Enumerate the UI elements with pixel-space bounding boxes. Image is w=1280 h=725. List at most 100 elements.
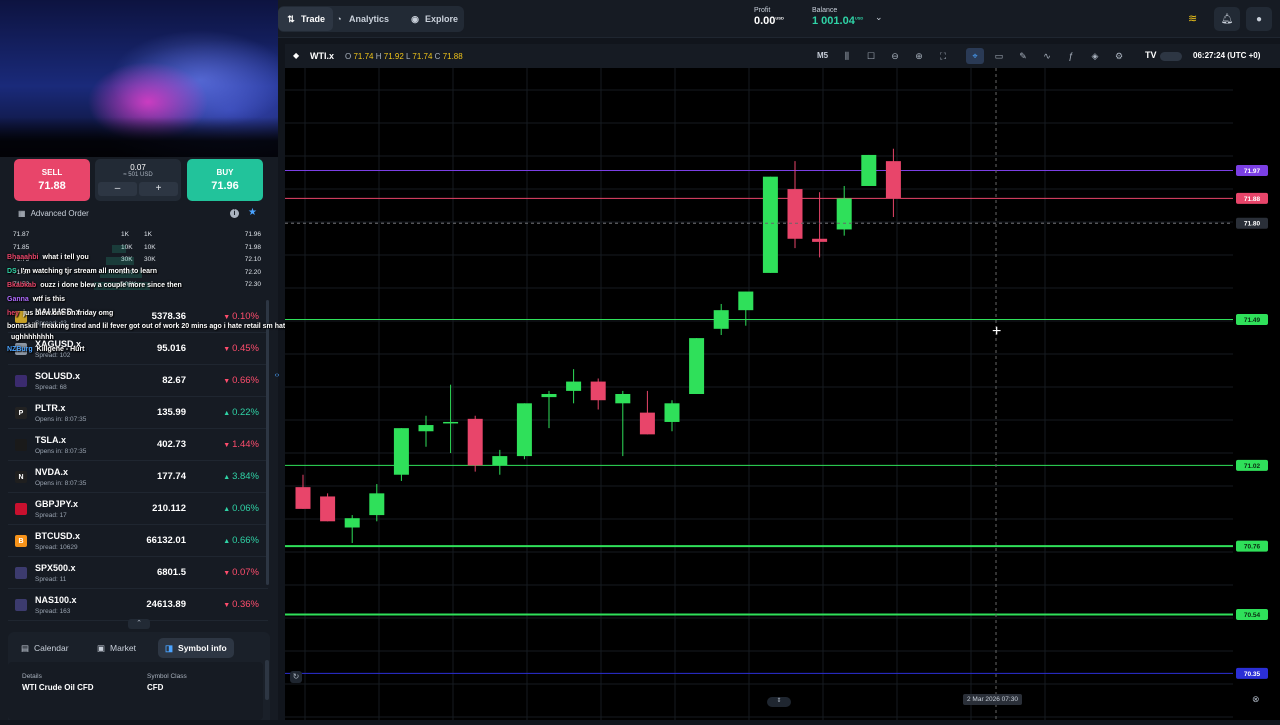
price-tag-bg [1236, 667, 1268, 679]
chat-text: ughhhhhhhh [11, 334, 54, 341]
price-level-tag: 70.35 [1236, 667, 1268, 679]
chart-header: ◆ WTI.x O 71.74 H 71.92 L 71.74 C 71.88 … [285, 44, 1280, 68]
depth-volume-bar [94, 282, 150, 290]
function-icon[interactable]: ƒ [1068, 51, 1074, 61]
tab-explore[interactable]: ◉ Explore [411, 13, 459, 25]
analytics-icon: ◔ [336, 14, 342, 24]
info-scrollbar[interactable] [265, 660, 269, 700]
watchlist-row[interactable]: XAUUSD.x Spread: 43 5378.36 ▼ 0.10% [8, 301, 268, 333]
chart-symbol[interactable]: WTI.x [310, 51, 334, 61]
watchlist-row[interactable]: GBPJPY.x Spread: 17 210.112 ▲ 0.06% [8, 493, 268, 525]
depth-ask: 72.20 [244, 268, 261, 276]
watchlist-scrollbar[interactable] [266, 300, 269, 585]
candle-body [492, 456, 508, 466]
sell-button[interactable]: SELL 71.88 [14, 159, 90, 201]
layers-icon[interactable]: ◈ [1091, 50, 1099, 61]
watchlist-symbol: TSLA.x [35, 435, 67, 445]
toggle-switch[interactable] [1160, 52, 1182, 61]
chat-text: jus blew one on friday omg [23, 310, 114, 317]
balance-currency: USD [854, 15, 864, 21]
list-icon: ▦ [18, 209, 26, 218]
price-tag-label: 71.88 [1244, 196, 1261, 203]
fullscreen-icon[interactable]: ⛶ [939, 50, 947, 61]
watchlist-price: 24613.89 [146, 599, 186, 610]
watchlist-row[interactable]: SPX500.x Spread: 11 6801.5 ▼ 0.07% [8, 557, 268, 589]
details-value: WTI Crude Oil CFD [22, 683, 94, 692]
sell-price: 71.88 [38, 180, 66, 192]
depth-volume-bar [100, 269, 142, 278]
scroll-handle-icon[interactable]: ⇕ [767, 697, 791, 707]
tab-analytics[interactable]: ◔ Analytics [326, 7, 397, 31]
lot-value[interactable]: 0.07 [130, 163, 146, 172]
zoom-out-icon[interactable]: ⊖ [891, 50, 899, 61]
chat-message: Bkabkab ouzz i done blew a couple more si… [7, 282, 182, 289]
depth-avol: 30K [144, 256, 156, 263]
star-icon[interactable]: ★ [248, 207, 257, 218]
balance-display[interactable]: Balance 1 001.04USD [812, 7, 864, 27]
nvidia-icon: N [15, 471, 27, 483]
zoom-in-icon[interactable]: ⊕ [915, 50, 923, 61]
watchlist-row[interactable]: SOLUSD.x Spread: 68 82.67 ▼ 0.66% [8, 365, 268, 397]
price-chart[interactable]: 71.97 71.88 71.80 71.49 71.02 70.76 70.54 70.35 [285, 68, 1280, 720]
price-tag-bg [1236, 459, 1268, 471]
watchlist-subtext: Spread: 17 [35, 512, 67, 519]
candle-type-icon[interactable]: ⫼ [844, 50, 850, 61]
indicator-icon[interactable]: ∿ [1043, 50, 1051, 61]
watchlist-row[interactable]: XAGUSD.x Spread: 102 95.016 ▼ 0.45% [8, 333, 268, 365]
settings-icon[interactable]: ⚙ [1114, 50, 1124, 61]
tab-symbol-info[interactable]: ◨ Symbol info [158, 638, 234, 658]
watchlist-row[interactable]: P PLTR.x Opens in: 8:07:35 135.99 ▲ 0.22% [8, 397, 268, 429]
candle-body [467, 418, 483, 466]
tab-market[interactable]: ▣ Market [97, 642, 137, 654]
chat-text: what i tell you [42, 254, 89, 261]
chevron-down-icon[interactable]: ⌄ [875, 12, 883, 22]
watchlist-row[interactable]: TSLA.x Opens in: 8:07:35 402.73 ▼ 1.44% [8, 429, 268, 461]
account-button[interactable]: ● [1246, 7, 1272, 31]
panel-collapse-icon[interactable]: ‹› [274, 372, 280, 379]
chat-text: Killgene - Hurt [36, 346, 85, 353]
info-icon[interactable]: i [230, 209, 239, 218]
arrow-up-icon: ▲ [223, 410, 233, 417]
candle-body [738, 291, 754, 311]
candle-body [541, 394, 557, 398]
watchlist-symbol: SOLUSD.x [35, 371, 81, 381]
depth-avol: 10K [144, 243, 156, 251]
pencil-icon[interactable]: ✎ [1019, 50, 1027, 61]
chat-text: wtf is this [32, 296, 66, 303]
watchlist-row[interactable]: N NVDA.x Opens in: 8:07:35 177.74 ▲ 3.84% [8, 461, 268, 493]
candle-body [443, 421, 459, 424]
price-level-tag: 71.88 [1236, 192, 1268, 204]
watchlist-price: 5378.36 [151, 311, 186, 322]
tab-calendar[interactable]: ▤ Calendar [21, 642, 69, 654]
expand-panel-icon[interactable]: ⌃ [128, 619, 150, 629]
price-level-tag: 70.76 [1236, 540, 1268, 552]
candle-body [590, 381, 606, 401]
arrow-down-icon: ▼ [223, 570, 233, 577]
chat-message: DS I'm watching tjr stream all month to l… [7, 268, 157, 275]
settings-icon[interactable]: ⊗ [1252, 694, 1260, 704]
candle-body [516, 403, 532, 457]
reset-icon[interactable]: ↻ [290, 671, 302, 683]
buy-button[interactable]: BUY 71.96 [187, 159, 263, 201]
price-level-tag: 71.49 [1236, 313, 1268, 325]
watchlist-row[interactable]: NAS100.x Spread: 163 24613.89 ▼ 0.36% [8, 589, 268, 621]
square-icon[interactable]: ☐ [866, 50, 876, 61]
lot-decrease-button[interactable]: – [98, 182, 137, 196]
tab-trade[interactable]: ⇅ Trade [278, 7, 334, 31]
lot-increase-button[interactable]: + [139, 182, 178, 196]
crosshair-icon[interactable]: ⌖ [966, 48, 984, 64]
chat-message: bonnskill freaking tired and lil fever go… [7, 323, 368, 330]
notifications-button[interactable]: 🔔︎ [1214, 7, 1240, 31]
candle-body [885, 161, 901, 199]
advanced-order-toggle[interactable]: ▦ Advanced Order [18, 209, 89, 218]
watchlist-price: 95.016 [156, 343, 186, 354]
timeframe-selector[interactable]: M5 [817, 51, 829, 60]
ruler-icon[interactable]: ▭ [994, 50, 1004, 61]
silver-icon [15, 343, 27, 355]
watchlist-row[interactable]: B BTCUSD.x Spread: 10629 66132.01 ▲ 0.66% [8, 525, 268, 557]
candlestick-chart[interactable]: 71.97 71.88 71.80 71.49 71.02 70.76 70.54 70.35 [285, 68, 1280, 720]
depth-row: 71.73 30K 30K 72.10 [8, 255, 264, 266]
balance-value: 1 001.04 [812, 15, 855, 27]
lot-size-control[interactable]: 0.07 ≈ 501 USD – + [95, 159, 181, 201]
chat-message: Ganna wtf is this [7, 296, 65, 303]
